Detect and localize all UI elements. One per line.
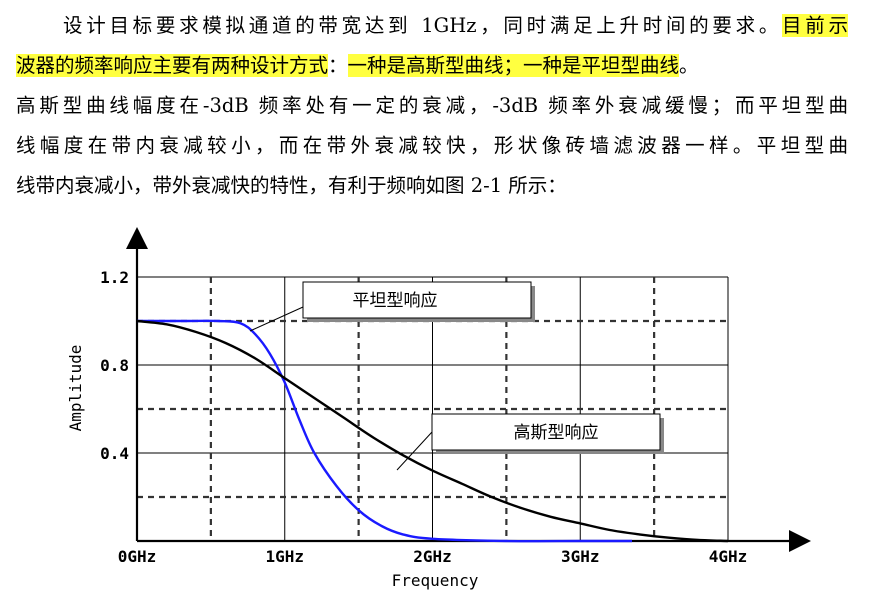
gaussian-callout-label: 高斯型响应: [514, 423, 599, 443]
y-tick-label: 1.2: [100, 268, 129, 287]
flat-callout-leader: [249, 306, 304, 332]
paragraph-line-3: 高斯型曲线幅度在-3dB 频率处有一定的衰减，-3dB 频率外衰减缓慢；而平坦型…: [16, 94, 848, 117]
x-tick-label: 1GHz: [265, 547, 304, 566]
flat-callout-label: 平坦型响应: [353, 291, 438, 311]
gaussian-response-curve: [136, 319, 729, 543]
grid-lines: [137, 276, 729, 541]
y-tick-label: 0.4: [100, 444, 129, 463]
flat-callout-box: [302, 281, 532, 319]
x-tick-label: 2GHz: [413, 547, 452, 566]
gaussian-callout-leader: [396, 431, 433, 471]
line1-text: 设计目标要求模拟通道的带宽达到 1GHz，同时满足上升时间的要求。: [63, 14, 783, 37]
line2-colon: ：: [328, 54, 348, 77]
x-tick-label: 0GHz: [118, 547, 157, 566]
highlight-1: 目前示: [782, 14, 848, 37]
y-axis-label: Amplitude: [66, 345, 85, 432]
highlight-3: 一种是高斯型曲线；一种是平坦型曲线: [347, 54, 680, 77]
paragraph-line-4: 线幅度在带内衰减较小，而在带外衰减较快，形状像砖墙滤波器一样。平坦型曲: [16, 134, 848, 157]
paragraph-line-5: 线带内衰减小，带外衰减快的特性，有利于频响如图 2-1 所示：: [16, 174, 567, 197]
line2-end: 。: [679, 54, 699, 77]
flat-response-curve: [137, 319, 632, 543]
tick-labels: 0GHz 1GHz 2GHz 3GHz 4GHz 0.4 0.8 1.2: [100, 268, 747, 566]
highlight-2: 波器的频率响应主要有两种设计方式: [16, 54, 329, 77]
series-layer: [136, 319, 729, 543]
paragraph-line-1: 设计目标要求模拟通道的带宽达到 1GHz，同时满足上升时间的要求。目前示: [16, 6, 848, 46]
flat-callout: 平坦型响应: [249, 281, 535, 332]
gaussian-callout-box: [431, 413, 661, 451]
paragraph-line-2: 波器的频率响应主要有两种设计方式：一种是高斯型曲线；一种是平坦型曲线。: [16, 46, 848, 86]
gaussian-callout: 高斯型响应: [396, 413, 664, 471]
x-tick-label: 4GHz: [709, 547, 748, 566]
x-axis-label: Frequency: [392, 571, 479, 590]
y-tick-label: 0.8: [100, 356, 129, 375]
body-paragraph: 设计目标要求模拟通道的带宽达到 1GHz，同时满足上升时间的要求。目前示 波器的…: [16, 6, 848, 206]
x-tick-label: 3GHz: [561, 547, 600, 566]
